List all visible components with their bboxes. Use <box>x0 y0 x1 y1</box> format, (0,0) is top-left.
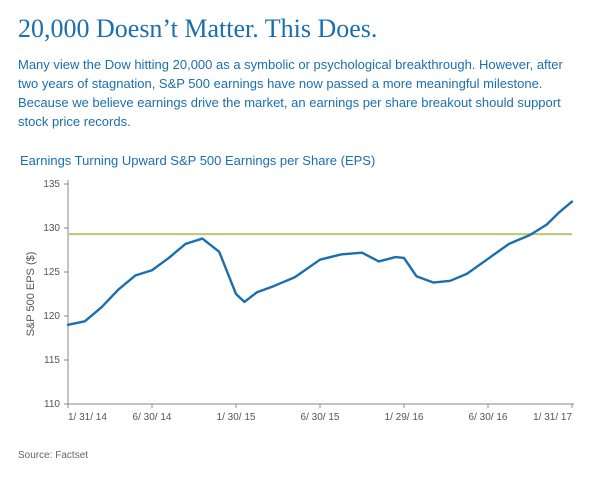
intro-paragraph: Many view the Dow hitting 20,000 as a sy… <box>18 56 578 131</box>
svg-text:1/ 31/ 17: 1/ 31/ 17 <box>533 412 572 423</box>
svg-text:6/ 30/ 14: 6/ 30/ 14 <box>133 412 172 423</box>
chart-svg: 110 115 120 125 130 135 S&P 500 EPS ($) 1/ 31/ … <box>20 174 580 444</box>
svg-text:110: 110 <box>44 399 60 410</box>
svg-text:135: 135 <box>43 179 60 190</box>
chart-title: Earnings Turning Upward S&P 500 Earnings… <box>20 153 588 168</box>
svg-text:120: 120 <box>43 311 60 322</box>
svg-text:130: 130 <box>43 223 60 234</box>
svg-text:6/ 30/ 15: 6/ 30/ 15 <box>301 412 340 423</box>
svg-text:125: 125 <box>43 267 60 278</box>
eps-line-chart: 110 115 120 125 130 135 S&P 500 EPS ($) 1/ 31/ … <box>20 174 580 444</box>
svg-text:115: 115 <box>44 355 60 366</box>
svg-text:6/ 30/ 16: 6/ 30/ 16 <box>469 412 508 423</box>
svg-text:1/ 29/ 16: 1/ 29/ 16 <box>385 412 424 423</box>
chart-source: Source: Factset <box>18 450 588 461</box>
svg-text:1/ 30/ 15: 1/ 30/ 15 <box>217 412 256 423</box>
svg-text:1/ 31/ 14: 1/ 31/ 14 <box>68 412 107 423</box>
svg-text:S&P 500 EPS ($): S&P 500 EPS ($) <box>25 252 37 337</box>
page-headline: 20,000 Doesn’t Matter. This Does. <box>18 14 588 44</box>
